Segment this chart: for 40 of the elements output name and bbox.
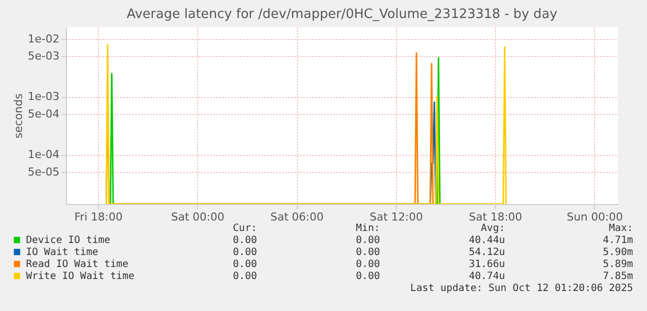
text: 5.90m bbox=[602, 247, 633, 258]
text: 54.12u bbox=[468, 247, 505, 258]
y-tick-label: 5e-05 bbox=[28, 166, 60, 178]
x-tick-label: Fri 18:00 bbox=[74, 210, 123, 224]
text: 0.00 bbox=[232, 259, 257, 270]
line-series bbox=[106, 44, 507, 204]
y-tick-label: 1e-03 bbox=[28, 90, 60, 104]
text: 0.00 bbox=[356, 271, 380, 282]
legend-label: IO Wait time bbox=[26, 247, 98, 258]
x-tick-label: Sat 00:00 bbox=[171, 210, 224, 224]
text: 0.00 bbox=[232, 247, 257, 258]
legend-label: Device IO time bbox=[26, 235, 110, 246]
y-axis-title: seconds bbox=[12, 93, 25, 138]
x-tick-label: Sat 12:00 bbox=[370, 210, 423, 224]
text: 31.66u bbox=[468, 259, 505, 270]
text: 40.74u bbox=[468, 271, 505, 282]
text: Max: bbox=[608, 223, 633, 234]
text: Last update: Sun Oct 12 01:20:06 2025 bbox=[410, 283, 633, 294]
text: Min: bbox=[356, 223, 380, 234]
text: 0.00 bbox=[232, 271, 257, 282]
y-tick-label: 5e-04 bbox=[28, 108, 60, 121]
y-tick-label: 1e-02 bbox=[28, 32, 60, 46]
x-tick-label: Sun 00:00 bbox=[566, 210, 623, 224]
legend-label: Read IO Wait time bbox=[26, 259, 128, 270]
text: Cur: bbox=[232, 223, 257, 234]
text: Avg: bbox=[480, 223, 505, 234]
text: 0.00 bbox=[356, 247, 380, 258]
text: 0.00 bbox=[232, 235, 257, 246]
legend-label: Write IO Wait time bbox=[26, 271, 134, 282]
text: 4.71m bbox=[602, 235, 633, 246]
x-tick-label: Sat 18:00 bbox=[468, 210, 522, 224]
y-tick-label: 1e-04 bbox=[28, 148, 60, 162]
text: 0.00 bbox=[356, 235, 380, 246]
text: 40.44u bbox=[468, 235, 505, 246]
text: 5.89m bbox=[602, 259, 633, 270]
x-tick-label: Sat 06:00 bbox=[270, 210, 324, 224]
chart-title: Average latency for /dev/mapper/0HC_Volume_23123318 - by day bbox=[126, 7, 558, 22]
text: 7.85m bbox=[602, 271, 633, 282]
y-tick-label: 5e-03 bbox=[28, 50, 60, 63]
text: 0.00 bbox=[356, 259, 380, 270]
